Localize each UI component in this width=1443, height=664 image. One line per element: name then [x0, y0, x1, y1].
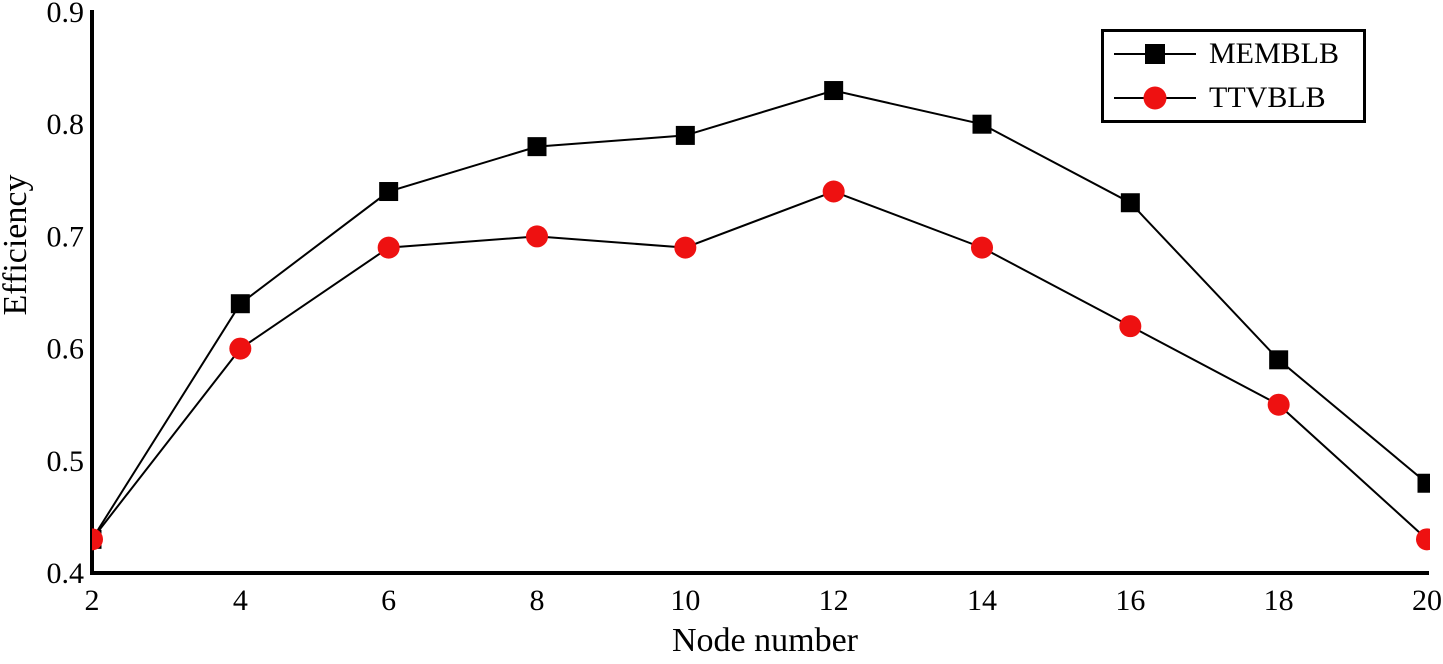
y-tick-label: 0.4	[47, 557, 85, 590]
ttvblb-series	[92, 180, 1430, 551]
legend-box: MEMBLB TTVBLB	[1101, 29, 1366, 123]
ttvblb-swatch	[1114, 85, 1196, 111]
legend-item-memblb: MEMBLB	[1104, 32, 1363, 76]
memblb-marker	[1269, 350, 1289, 370]
ttvblb-marker	[971, 236, 993, 259]
y-tick-label: 0.7	[47, 220, 85, 253]
circle-marker-icon	[1143, 86, 1167, 110]
ttvblb-marker	[674, 236, 697, 259]
memblb-marker	[824, 81, 844, 101]
y-tick-label: 0.8	[47, 108, 85, 141]
memblb-swatch	[1114, 41, 1196, 67]
ttvblb-marker	[229, 337, 252, 360]
square-marker-icon	[1145, 44, 1165, 64]
y-tick-label: 0.5	[47, 445, 85, 478]
ttvblb-marker	[377, 236, 400, 259]
memblb-marker	[527, 137, 547, 157]
ttvblb-line	[92, 190, 1428, 541]
x-tick-label: 12	[819, 584, 849, 617]
memblb-marker	[972, 114, 992, 134]
y-tick-label: 0.9	[47, 0, 85, 29]
x-tick-label: 16	[1115, 584, 1145, 617]
x-tick-label: 8	[530, 584, 545, 617]
memblb-line	[92, 89, 1428, 540]
x-axis-title: Node number	[671, 622, 859, 659]
x-tick-label: 10	[670, 584, 700, 617]
y-axis-title: Efficiency	[0, 174, 34, 316]
memblb-marker	[1417, 473, 1430, 493]
y-tick-label: 0.6	[47, 333, 85, 366]
memblb-marker	[1120, 193, 1140, 213]
ttvblb-marker	[822, 180, 845, 203]
x-tick-label: 4	[233, 584, 248, 617]
memblb-series	[92, 81, 1430, 549]
ttvblb-marker	[526, 225, 548, 248]
ttvblb-marker	[1119, 315, 1142, 338]
ttvblb-marker	[92, 528, 103, 551]
x-tick-label: 14	[967, 584, 997, 617]
legend-label-memblb: MEMBLB	[1209, 37, 1340, 70]
x-tick-label: 6	[381, 584, 396, 617]
ttvblb-marker	[1267, 393, 1290, 416]
x-tick-label: 20	[1412, 584, 1442, 617]
memblb-marker	[379, 182, 399, 202]
x-tick-label: 2	[85, 584, 100, 617]
ttvblb-marker	[1416, 528, 1430, 551]
legend-label-ttvblb: TTVBLB	[1209, 81, 1326, 114]
memblb-marker	[230, 294, 250, 314]
legend-item-ttvblb: TTVBLB	[1104, 76, 1363, 120]
x-tick-label: 18	[1264, 584, 1294, 617]
memblb-marker	[675, 125, 695, 145]
